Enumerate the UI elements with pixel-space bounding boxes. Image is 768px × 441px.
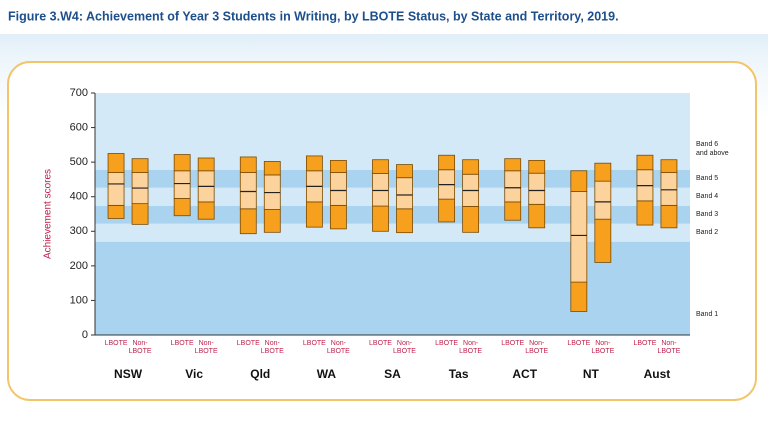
- x-tick-label: ACT: [512, 367, 537, 381]
- bar-lower-segment: [528, 203, 546, 229]
- bar-upper-segment: [239, 156, 257, 173]
- y-tick-label: 300: [70, 225, 88, 237]
- chart-title: Figure 3.W4: Achievement of Year 3 Stude…: [8, 9, 619, 23]
- x-tick-label: SA: [384, 367, 401, 381]
- series-label: LBOTE: [302, 340, 326, 347]
- y-tick-label: 400: [70, 191, 88, 203]
- bar-middle-segment: [660, 172, 678, 206]
- bar-upper-segment: [263, 161, 281, 176]
- bar-middle-segment: [329, 172, 347, 206]
- series-label: Non-LBOTE: [459, 340, 483, 355]
- y-axis-label: Achievement scores: [43, 169, 54, 259]
- bar-lower-segment: [396, 208, 413, 234]
- series-label: LBOTE: [633, 340, 657, 347]
- series-label: LBOTE: [236, 340, 260, 347]
- bar-lower-segment: [504, 201, 522, 221]
- series-label: Non-LBOTE: [393, 340, 416, 355]
- bar-middle-segment: [594, 180, 612, 220]
- band-area: [95, 93, 690, 170]
- y-tick-label: 700: [70, 87, 88, 99]
- bar-lower-segment: [570, 281, 588, 312]
- series-label: Non-LBOTE: [657, 340, 681, 355]
- bar-lower-segment: [372, 205, 389, 232]
- bar-upper-segment: [329, 160, 347, 173]
- bar-lower-segment: [660, 204, 678, 229]
- bar-lower-segment: [462, 205, 480, 233]
- series-label: LBOTE: [567, 340, 591, 347]
- bar-lower-segment: [131, 203, 149, 225]
- series-label: Non-LBOTE: [128, 340, 152, 355]
- bar-middle-segment: [239, 172, 257, 210]
- x-tick-label: Tas: [449, 367, 469, 381]
- bar-upper-segment: [594, 162, 612, 182]
- y-tick-label: 200: [70, 260, 88, 272]
- x-tick-label: Qld: [250, 367, 270, 381]
- x-tick-label: Aust: [644, 367, 671, 381]
- y-tick-label: 600: [70, 121, 88, 133]
- band-label: Band 6 and above: [696, 141, 729, 157]
- series-label: LBOTE: [435, 340, 459, 347]
- bar-upper-segment: [528, 160, 546, 174]
- bar-upper-segment: [197, 157, 215, 172]
- y-tick-label: 500: [70, 156, 88, 168]
- bar-upper-segment: [462, 159, 480, 175]
- x-tick-label: NT: [583, 367, 600, 381]
- series-label: Non-LBOTE: [326, 340, 350, 355]
- series-label: LBOTE: [369, 340, 392, 347]
- bar-lower-segment: [197, 201, 215, 220]
- bar-lower-segment: [239, 208, 257, 235]
- series-label: Non-LBOTE: [525, 340, 549, 355]
- bar-lower-segment: [263, 209, 281, 233]
- bar-middle-segment: [396, 177, 413, 210]
- band-label: Band 2: [696, 229, 719, 237]
- bar-middle-segment: [107, 172, 125, 206]
- x-tick-label: NSW: [114, 367, 143, 381]
- bar-middle-segment: [528, 172, 546, 205]
- series-label: LBOTE: [501, 340, 525, 347]
- band-label: Band 4: [696, 193, 719, 201]
- bar-lower-segment: [305, 201, 323, 228]
- bar-lower-segment: [594, 218, 612, 263]
- bar-middle-segment: [173, 170, 191, 199]
- bar-upper-segment: [396, 164, 413, 179]
- series-label: Non-LBOTE: [591, 340, 615, 355]
- bar-middle-segment: [570, 191, 588, 283]
- band-label: Band 1: [696, 310, 719, 318]
- bar-upper-segment: [570, 170, 588, 192]
- series-label: LBOTE: [104, 340, 128, 347]
- bar-upper-segment: [636, 154, 654, 171]
- y-tick-label: 100: [70, 294, 88, 306]
- bar-middle-segment: [504, 170, 522, 203]
- x-tick-label: WA: [317, 367, 337, 381]
- bar-upper-segment: [438, 154, 456, 171]
- y-tick-label: 0: [82, 329, 88, 341]
- bar-upper-segment: [660, 159, 678, 173]
- bar-middle-segment: [372, 173, 389, 207]
- bar-upper-segment: [504, 158, 522, 172]
- bar-upper-segment: [372, 159, 389, 174]
- bar-upper-segment: [131, 158, 149, 173]
- band-label: Band 5: [696, 175, 719, 183]
- band-area: [95, 241, 690, 335]
- bar-upper-segment: [173, 154, 191, 172]
- bar-lower-segment: [107, 204, 125, 219]
- bar-upper-segment: [305, 155, 323, 172]
- x-tick-label: Vic: [185, 367, 203, 381]
- band-label: Band 3: [696, 211, 719, 219]
- series-label: Non-LBOTE: [260, 340, 284, 355]
- bar-upper-segment: [107, 153, 125, 173]
- title-bar: [0, 0, 768, 34]
- series-label: LBOTE: [170, 340, 194, 347]
- bar-lower-segment: [329, 204, 347, 230]
- bar-lower-segment: [173, 198, 191, 217]
- bar-lower-segment: [438, 198, 456, 223]
- bar-lower-segment: [636, 200, 654, 226]
- series-label: Non-LBOTE: [194, 340, 218, 355]
